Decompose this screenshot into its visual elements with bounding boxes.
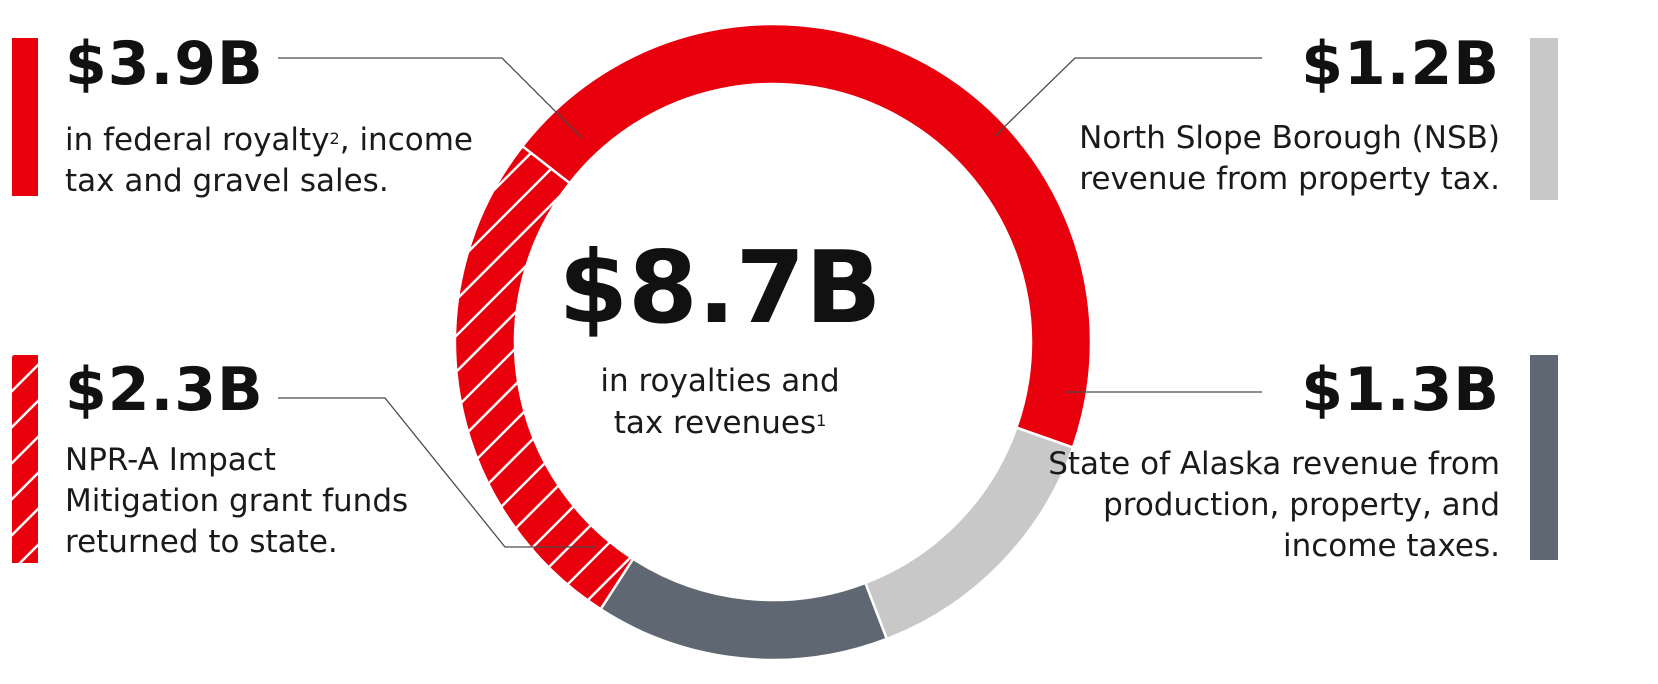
segment-state — [598, 557, 889, 662]
segment-npra — [453, 144, 635, 611]
legend-bar-nsb — [1530, 38, 1558, 200]
desc-state: State of Alaska revenue from production,… — [1030, 444, 1500, 567]
desc-nsb-line1: North Slope Borough (NSB) — [1079, 120, 1500, 156]
segment-federal — [520, 22, 1093, 450]
footnote-1: 1 — [816, 411, 827, 430]
desc-state-line3: income taxes. — [1282, 528, 1500, 564]
hatch-swatch — [12, 355, 38, 563]
total-label-line2: tax revenues — [613, 405, 817, 441]
leader-nsb — [994, 57, 1262, 137]
amount-state: $1.3B — [1301, 355, 1500, 425]
total-label-line1: in royalties and — [600, 363, 840, 399]
footnote-2: 2 — [329, 129, 340, 148]
desc-npra: NPR-A Impact Mitigation grant funds retu… — [65, 440, 445, 563]
desc-npra-line1: NPR-A Impact — [65, 442, 276, 478]
amount-npra: $2.3B — [65, 355, 264, 425]
desc-npra-line2: Mitigation grant funds — [65, 483, 409, 519]
leader-npra — [278, 397, 595, 548]
desc-federal-line1-post: , income — [339, 122, 473, 158]
desc-state-line1: State of Alaska revenue from — [1048, 446, 1500, 482]
total-amount: $8.7B — [558, 229, 882, 346]
donut-ring — [453, 22, 1093, 662]
desc-npra-line3: returned to state. — [65, 524, 338, 560]
desc-nsb-line2: revenue from property tax. — [1079, 161, 1500, 197]
leader-federal — [278, 57, 583, 139]
legend-bar-npra — [12, 355, 38, 563]
desc-federal: in federal royalty2, income tax and grav… — [65, 120, 485, 202]
amount-nsb: $1.2B — [1301, 29, 1500, 99]
desc-federal-line2: tax and gravel sales. — [65, 163, 389, 199]
amount-federal: $3.9B — [65, 29, 264, 99]
total-label: in royalties and tax revenues1 — [585, 360, 855, 444]
legend-bar-federal — [12, 38, 38, 196]
legend-bar-state — [1530, 355, 1558, 560]
desc-federal-line1-pre: in federal royalty — [65, 122, 330, 158]
leader-lines — [278, 57, 1262, 548]
desc-state-line2: production, property, and — [1103, 487, 1500, 523]
desc-nsb: North Slope Borough (NSB) revenue from p… — [1060, 118, 1500, 200]
